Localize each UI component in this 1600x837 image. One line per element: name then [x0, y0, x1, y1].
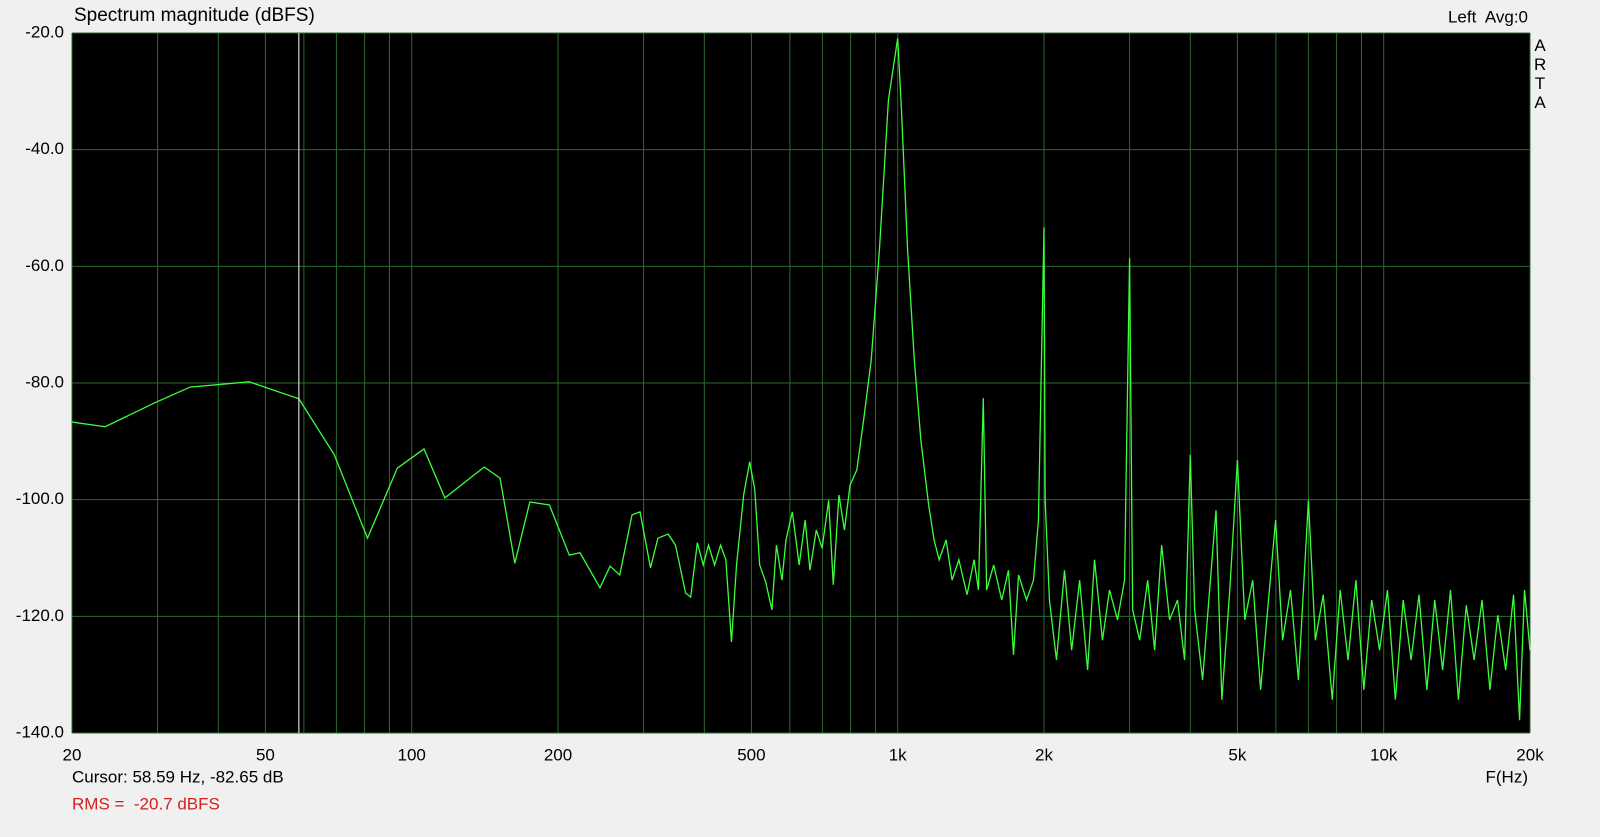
y-tick-label: -20.0: [25, 22, 64, 41]
chart-title: Spectrum magnitude (dBFS): [74, 5, 315, 26]
y-tick-label: -60.0: [25, 256, 64, 275]
y-tick-label: -120.0: [16, 606, 64, 625]
y-tick-label: -100.0: [16, 489, 64, 508]
x-tick-label: 20k: [1516, 745, 1544, 764]
y-tick-label: -40.0: [25, 139, 64, 158]
x-tick-label: 10k: [1370, 745, 1398, 764]
x-tick-label: 200: [544, 745, 572, 764]
x-tick-label: 50: [256, 745, 275, 764]
x-tick-label: 2k: [1035, 745, 1053, 764]
y-tick-label: -80.0: [25, 372, 64, 391]
rms-label: RMS = -20.7 dBFS: [72, 794, 220, 813]
x-tick-label: 500: [737, 745, 765, 764]
x-tick-label: 1k: [889, 745, 907, 764]
spectrum-line: [71, 38, 1531, 721]
x-tick-label: 100: [398, 745, 426, 764]
brand: ARTA: [1534, 36, 1547, 112]
y-tick-label: -140.0: [16, 722, 64, 741]
x-axis-label: F(Hz): [1486, 767, 1528, 786]
x-tick-label: 5k: [1228, 745, 1246, 764]
x-tick-label: 20: [63, 745, 82, 764]
cursor-label: Cursor: 58.59 Hz, -82.65 dB: [72, 767, 284, 786]
channel-label: Left Avg:0: [1448, 7, 1528, 26]
